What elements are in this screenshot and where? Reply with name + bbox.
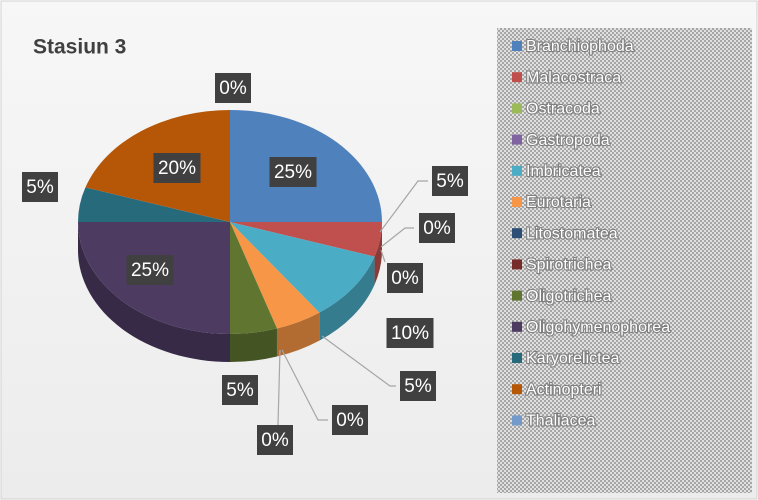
- data-label: 0%: [391, 268, 419, 289]
- legend-swatch: [512, 321, 522, 332]
- legend-swatch: [512, 353, 522, 363]
- data-label-box: [432, 166, 468, 196]
- legend-swatch: [512, 384, 522, 395]
- legend-label: Litostomatea: [526, 225, 618, 242]
- data-label: 20%: [158, 158, 196, 179]
- pie-side: [374, 222, 382, 285]
- legend-label: Actinopteri: [526, 381, 602, 398]
- data-label-box: [386, 318, 434, 348]
- data-label-box: [222, 375, 258, 405]
- pie-slice: [230, 222, 277, 334]
- legend-label: Oligotrichea: [526, 288, 611, 305]
- data-label: 0%: [219, 78, 247, 99]
- legend-label: Gastropoda: [526, 132, 610, 149]
- data-label: 25%: [274, 162, 312, 183]
- data-label-box: [257, 425, 293, 455]
- legend-label: Ostracoda: [526, 101, 600, 118]
- legend-swatch: [512, 103, 522, 114]
- legend-swatch: [512, 134, 522, 145]
- legend-swatch: [512, 197, 522, 207]
- data-label: 5%: [26, 177, 54, 198]
- legend-box: [497, 28, 752, 493]
- pie-side: [78, 222, 230, 362]
- data-label-box: [387, 263, 423, 293]
- legend-label: Spirotrichea: [526, 257, 611, 274]
- data-label-box: [332, 405, 368, 435]
- legend-label: Oligohymenophorea: [526, 319, 670, 336]
- legend-label: Imbricatea: [526, 163, 601, 180]
- legend-label: Branchiophoda: [526, 38, 634, 55]
- pie-slice: [230, 222, 375, 313]
- data-label: 0%: [261, 430, 289, 451]
- pie-slice: [230, 222, 382, 257]
- data-label-box: [215, 73, 251, 103]
- legend-swatch: [512, 41, 522, 51]
- legend-swatch: [512, 415, 522, 426]
- legend-label: Karyorelictea: [526, 350, 619, 367]
- chart-title: Stasiun 3: [33, 36, 126, 59]
- data-label: 5%: [226, 380, 254, 401]
- data-label: 0%: [423, 218, 451, 239]
- data-label: 0%: [336, 410, 364, 431]
- data-label-box: [22, 172, 58, 202]
- pie: [78, 110, 382, 362]
- data-label: 5%: [404, 376, 432, 397]
- legend-label: Eurotaria: [526, 194, 591, 211]
- legend-swatch: [512, 259, 522, 270]
- pie-slice: [230, 222, 320, 329]
- pie-side: [276, 312, 320, 357]
- leader-lines: [277, 180, 428, 426]
- legend-label: Malacostraca: [526, 69, 621, 86]
- legend-swatch: [512, 228, 522, 239]
- data-label-box: [153, 153, 201, 183]
- legend-swatch: [512, 72, 522, 83]
- legend-swatch: [512, 165, 522, 176]
- data-label: 25%: [131, 260, 169, 281]
- pie-side: [319, 256, 375, 341]
- data-label-box: [400, 371, 436, 401]
- legend-swatch: [512, 290, 522, 301]
- data-label-box: [126, 255, 174, 285]
- data-label-box: [419, 213, 455, 243]
- pie-slice: [78, 187, 230, 222]
- data-label: 5%: [436, 171, 464, 192]
- data-label: 10%: [391, 323, 429, 344]
- legend-label: Thaliacea: [526, 413, 595, 430]
- pie-side: [230, 328, 277, 362]
- data-label-box: [269, 157, 317, 187]
